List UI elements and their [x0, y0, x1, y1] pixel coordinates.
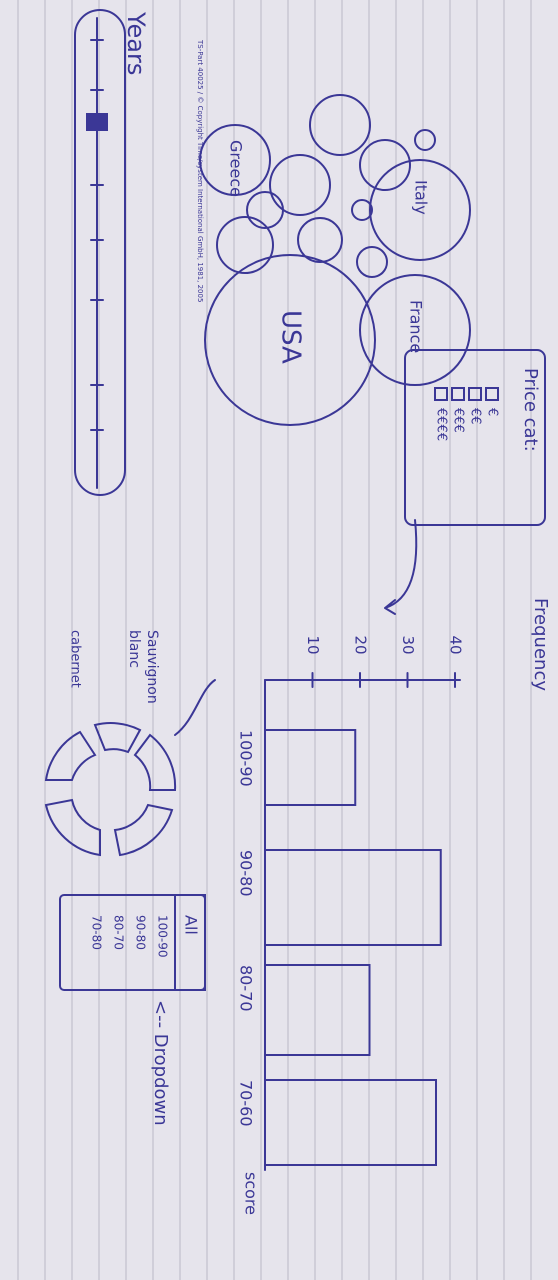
copyright: TS-Part 40025 / © Copyright Time/system …: [196, 39, 204, 302]
checkbox-label: €€: [468, 408, 483, 425]
slider-handle: [86, 113, 108, 131]
bar: [264, 849, 442, 946]
axis-title: score: [242, 1172, 261, 1215]
dropdown-option: 80-70: [112, 915, 126, 950]
price-filter-box: [404, 349, 546, 526]
category-label: 100-90: [237, 730, 256, 787]
arrow: [174, 679, 216, 736]
dropdown-option: 70-80: [90, 915, 104, 950]
donut-label: blanc: [126, 630, 142, 668]
axis-title: Frequency: [530, 598, 551, 691]
bar: [264, 964, 371, 1056]
arrow: [384, 519, 418, 615]
checkbox[interactable]: [468, 387, 482, 401]
donut-label: cabernet: [68, 630, 83, 688]
checkbox[interactable]: [434, 387, 448, 401]
checkbox[interactable]: [451, 387, 465, 401]
tick-label: 20: [352, 635, 370, 654]
bar: [264, 729, 357, 806]
bar: [264, 1079, 437, 1166]
checkbox-label: €€€€: [434, 408, 449, 441]
tick-label: 30: [399, 635, 417, 654]
bubble-label: Greece: [227, 140, 246, 197]
checkbox[interactable]: [485, 387, 499, 401]
bubble-label: Italy: [412, 180, 431, 215]
tick-label: 10: [304, 635, 322, 654]
annotation: <-- Dropdown: [150, 1000, 171, 1126]
dropdown-option: 100-90: [156, 915, 170, 958]
donut-label: Sauvignon: [144, 630, 160, 704]
years-slider: [74, 9, 126, 496]
category-label: 90-80: [237, 850, 256, 897]
category-label: 70-60: [237, 1080, 256, 1127]
checkbox-label: €€€: [451, 408, 466, 433]
bubble-chart: [199, 94, 471, 426]
checkbox-label: €: [485, 408, 500, 416]
category-label: 80-70: [237, 965, 256, 1012]
bubble-label: USA: [276, 310, 306, 364]
bubble-label: France: [407, 300, 426, 353]
dropdown-header: [174, 894, 206, 991]
donut-chart: [44, 722, 177, 857]
tick-label: 40: [447, 635, 465, 654]
slider-label: Years: [122, 11, 150, 75]
dropdown-option: 90-80: [134, 915, 148, 950]
dropdown-selected: All: [182, 915, 201, 935]
filter-title: Price cat:: [520, 368, 541, 452]
